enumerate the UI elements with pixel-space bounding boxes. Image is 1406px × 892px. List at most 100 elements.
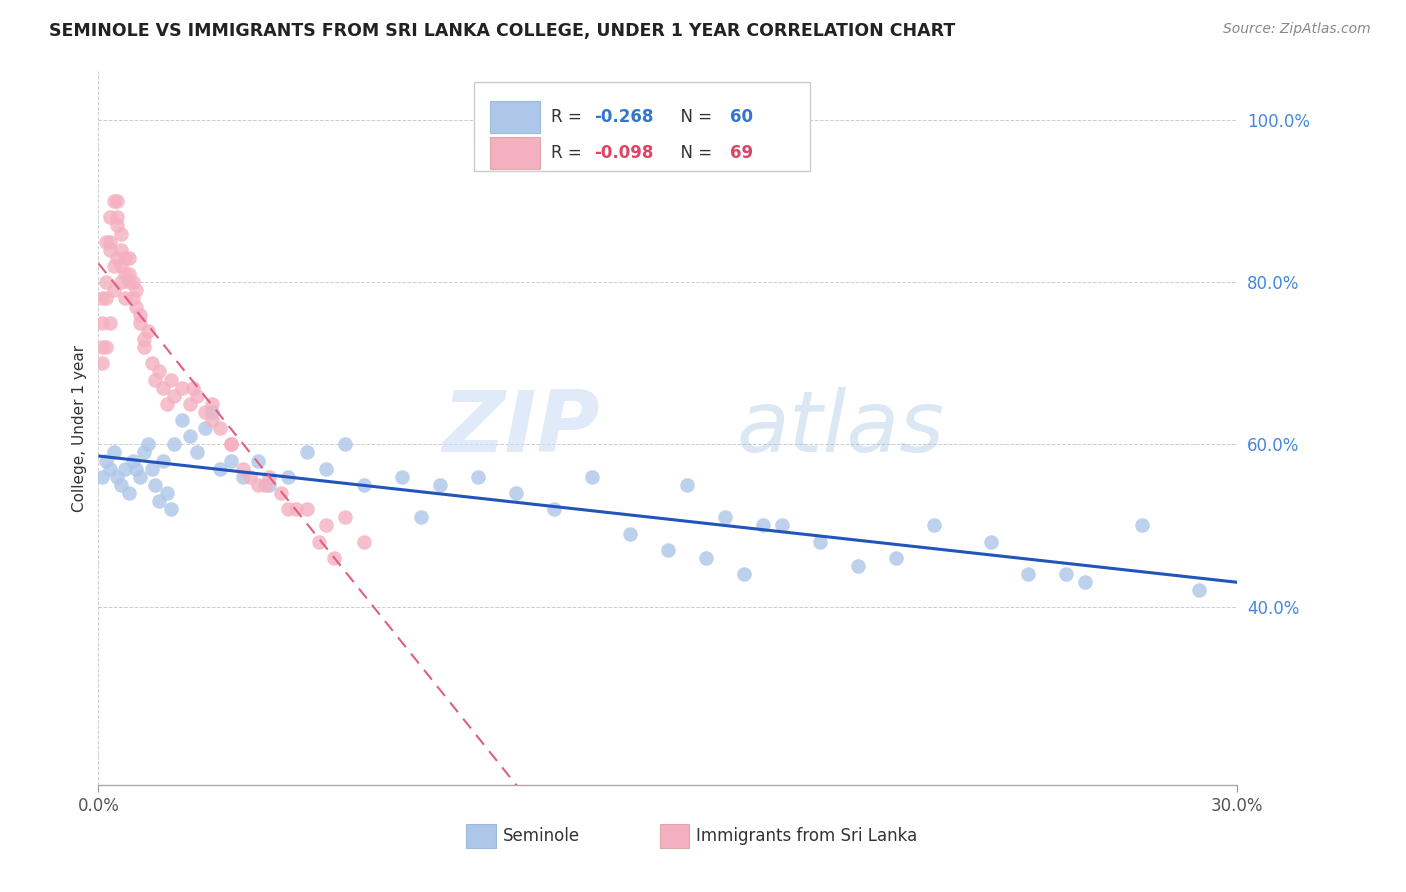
Text: R =: R = bbox=[551, 144, 586, 162]
Point bbox=[297, 502, 319, 516]
Point bbox=[121, 292, 143, 306]
Point bbox=[114, 461, 136, 475]
Point bbox=[186, 389, 208, 403]
Text: SEMINOLE VS IMMIGRANTS FROM SRI LANKA COLLEGE, UNDER 1 YEAR CORRELATION CHART: SEMINOLE VS IMMIGRANTS FROM SRI LANKA CO… bbox=[49, 22, 956, 40]
Point bbox=[141, 461, 163, 475]
Point bbox=[141, 356, 163, 370]
Point bbox=[221, 437, 243, 451]
Point bbox=[98, 235, 121, 249]
Point bbox=[159, 502, 181, 516]
Point bbox=[129, 308, 152, 322]
Point bbox=[239, 470, 262, 484]
Text: -0.268: -0.268 bbox=[593, 108, 654, 126]
Point bbox=[208, 421, 231, 435]
Point bbox=[159, 372, 181, 386]
Text: atlas: atlas bbox=[737, 386, 945, 470]
Point bbox=[114, 267, 136, 281]
Text: 69: 69 bbox=[731, 144, 754, 162]
Point bbox=[103, 259, 125, 273]
Point bbox=[114, 251, 136, 265]
Point bbox=[846, 559, 869, 574]
Point bbox=[232, 470, 254, 484]
Point bbox=[107, 470, 129, 484]
Point bbox=[110, 275, 132, 289]
Point bbox=[770, 518, 793, 533]
Point bbox=[98, 316, 121, 330]
Point bbox=[98, 461, 121, 475]
Point bbox=[246, 478, 269, 492]
Point bbox=[103, 445, 125, 459]
Point bbox=[808, 534, 831, 549]
Point bbox=[145, 478, 167, 492]
FancyBboxPatch shape bbox=[491, 137, 540, 169]
Point bbox=[132, 332, 155, 346]
Point bbox=[148, 494, 170, 508]
Point bbox=[277, 502, 299, 516]
Point bbox=[91, 292, 114, 306]
Point bbox=[179, 397, 201, 411]
Text: R =: R = bbox=[551, 108, 586, 126]
Point bbox=[163, 437, 186, 451]
Point bbox=[353, 478, 375, 492]
Point bbox=[94, 275, 117, 289]
Point bbox=[148, 364, 170, 378]
Point bbox=[129, 316, 152, 330]
Point bbox=[183, 381, 205, 395]
Point bbox=[118, 486, 141, 500]
Text: N =: N = bbox=[671, 144, 717, 162]
Text: Source: ZipAtlas.com: Source: ZipAtlas.com bbox=[1223, 22, 1371, 37]
Point bbox=[156, 486, 179, 500]
Point bbox=[270, 486, 292, 500]
Point bbox=[315, 518, 337, 533]
Point bbox=[136, 437, 159, 451]
Point bbox=[110, 243, 132, 257]
Point bbox=[543, 502, 565, 516]
Text: N =: N = bbox=[671, 108, 717, 126]
Point bbox=[152, 381, 174, 395]
Point bbox=[94, 453, 117, 467]
Point bbox=[1188, 583, 1211, 598]
Y-axis label: College, Under 1 year: College, Under 1 year bbox=[72, 344, 87, 512]
Point bbox=[411, 510, 433, 524]
Point bbox=[429, 478, 451, 492]
Text: Seminole: Seminole bbox=[503, 828, 579, 846]
Point bbox=[353, 534, 375, 549]
Point bbox=[94, 292, 117, 306]
Point bbox=[98, 211, 121, 225]
Point bbox=[107, 219, 129, 233]
Point bbox=[1074, 575, 1097, 590]
Text: Immigrants from Sri Lanka: Immigrants from Sri Lanka bbox=[696, 828, 918, 846]
Point bbox=[110, 259, 132, 273]
Point bbox=[107, 194, 129, 208]
Point bbox=[125, 461, 148, 475]
Point bbox=[129, 470, 152, 484]
FancyBboxPatch shape bbox=[474, 82, 810, 171]
Point bbox=[619, 526, 641, 541]
Point bbox=[170, 381, 193, 395]
Point bbox=[132, 340, 155, 354]
Point bbox=[752, 518, 775, 533]
Point bbox=[179, 429, 201, 443]
Text: -0.098: -0.098 bbox=[593, 144, 654, 162]
Point bbox=[94, 340, 117, 354]
Point bbox=[132, 445, 155, 459]
Point bbox=[676, 478, 699, 492]
Point bbox=[259, 470, 281, 484]
Point bbox=[91, 470, 114, 484]
Text: ZIP: ZIP bbox=[441, 386, 599, 470]
Point bbox=[335, 437, 357, 451]
Point bbox=[110, 227, 132, 241]
Point bbox=[201, 405, 224, 419]
Point bbox=[714, 510, 737, 524]
Point bbox=[254, 478, 277, 492]
Point bbox=[125, 300, 148, 314]
Point bbox=[103, 194, 125, 208]
Point bbox=[221, 437, 243, 451]
Text: 60: 60 bbox=[731, 108, 754, 126]
Point bbox=[246, 453, 269, 467]
Point bbox=[156, 397, 179, 411]
Point bbox=[505, 486, 527, 500]
Point bbox=[194, 405, 217, 419]
Point bbox=[91, 316, 114, 330]
Point bbox=[1018, 567, 1040, 582]
